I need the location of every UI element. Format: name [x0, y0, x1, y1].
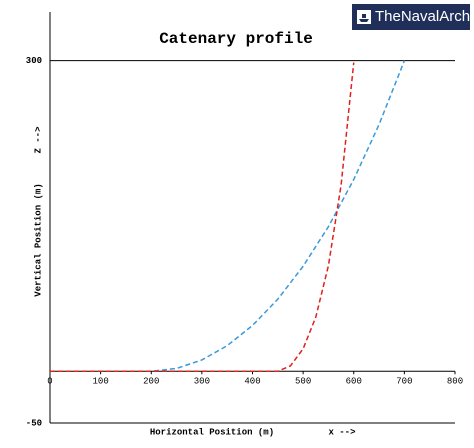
x-tick-label: 0 — [47, 377, 52, 387]
x-tick-label: 800 — [447, 377, 463, 387]
x-tick-label: 300 — [194, 377, 210, 387]
curve — [50, 62, 355, 372]
x-axis-arrow: x --> — [328, 427, 355, 437]
x-tick-label: 500 — [295, 377, 311, 387]
curve — [50, 60, 406, 372]
y-tick-label: 300 — [26, 56, 42, 66]
y-tick-label: -50 — [26, 418, 42, 428]
y-axis-label: Vertical Position (m) — [33, 183, 43, 296]
brand-logo — [352, 4, 470, 30]
x-tick-label: 700 — [396, 377, 412, 387]
x-axis-label: Horizontal Position (m) — [150, 427, 274, 437]
x-tick-label: 100 — [93, 377, 109, 387]
y-axis-arrow: Z --> — [33, 126, 43, 153]
brand-text: TheNavalArch — [375, 8, 470, 25]
x-tick-label: 400 — [244, 377, 260, 387]
ship-icon — [359, 14, 369, 22]
chart-title: Catenary profile — [159, 30, 313, 48]
x-tick-label: 600 — [346, 377, 362, 387]
x-tick-label: 200 — [143, 377, 159, 387]
